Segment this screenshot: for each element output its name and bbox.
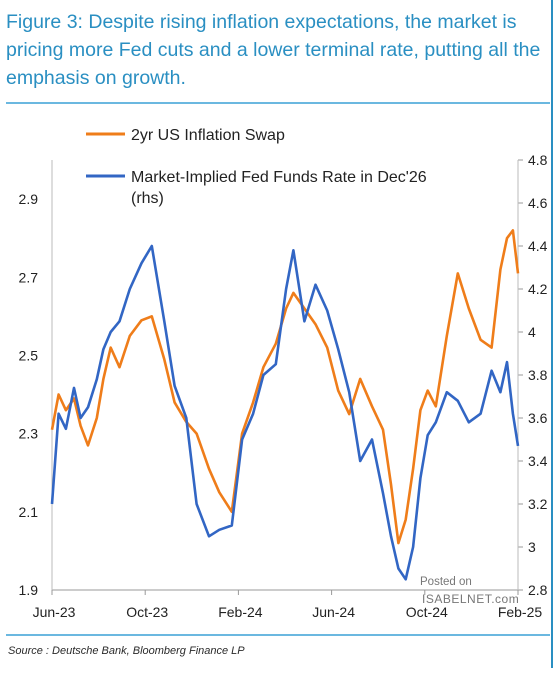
right-tick-label: 3.4 [528, 453, 548, 469]
legend-label-line: Market-Implied Fed Funds Rate in Dec'26 [131, 169, 427, 186]
left-tick-label: 1.9 [19, 582, 39, 598]
right-tick-label: 4.4 [528, 238, 548, 254]
right-tick-label: 3.2 [528, 496, 548, 512]
x-tick-label: Oct-23 [126, 604, 168, 620]
x-axis: Jun-23 Oct-23 Feb-24 Jun-24 Oct-24 Feb-25 [33, 590, 543, 620]
x-tick-label: Feb-25 [498, 604, 543, 620]
right-tick-label: 2.8 [528, 582, 548, 598]
source-divider [6, 634, 550, 636]
x-tick-label: Oct-24 [406, 604, 448, 620]
title-divider [6, 102, 550, 104]
right-tick-label: 3.8 [528, 367, 548, 383]
right-border [551, 0, 553, 668]
left-tick-label: 2.9 [19, 191, 39, 207]
source-note: Source : Deutsche Bank, Bloomberg Financ… [8, 645, 245, 657]
left-tick-label: 2.3 [19, 426, 39, 442]
x-tick-label: Feb-24 [218, 604, 263, 620]
right-tick-label: 4 [528, 324, 536, 340]
legend-label-fed-funds: Market-Implied Fed Funds Rate in Dec'26 (… [131, 169, 427, 207]
legend-label-line: (rhs) [131, 190, 164, 207]
series-layer [50, 229, 520, 581]
series-line-fed-funds [50, 244, 520, 581]
watermark: Posted on ISABELNET.com [420, 576, 519, 606]
chart: 1.9 2.1 2.3 2.5 2.7 2.9 2.8 3 3.2 3.4 3.6 3.8 4 4.2 4… [19, 127, 548, 620]
right-tick-label: 3.6 [528, 410, 548, 426]
legend-label-inflation-swap: 2yr US Inflation Swap [131, 127, 285, 144]
watermark-line1: Posted on [420, 576, 472, 588]
left-tick-label: 2.5 [19, 347, 39, 363]
left-tick-label: 2.1 [19, 504, 39, 520]
x-tick-label: Jun-24 [312, 604, 355, 620]
right-tick-label: 4.6 [528, 195, 548, 211]
figure-title: Figure 3: Despite rising inflation expec… [6, 11, 541, 89]
legend: 2yr US Inflation Swap Market-Implied Fed… [86, 127, 427, 207]
left-axis: 1.9 2.1 2.3 2.5 2.7 2.9 [19, 191, 39, 598]
left-tick-label: 2.7 [19, 269, 39, 285]
right-tick-label: 3 [528, 539, 536, 555]
series-line-inflation-swap [50, 229, 520, 545]
right-tick-label: 4.2 [528, 281, 548, 297]
x-tick-label: Jun-23 [33, 604, 76, 620]
watermark-line2: ISABELNET.com [422, 592, 519, 606]
right-tick-label: 4.8 [528, 152, 548, 168]
right-axis: 2.8 3 3.2 3.4 3.6 3.8 4 4.2 4.4 4.6 4.8 [518, 152, 548, 598]
